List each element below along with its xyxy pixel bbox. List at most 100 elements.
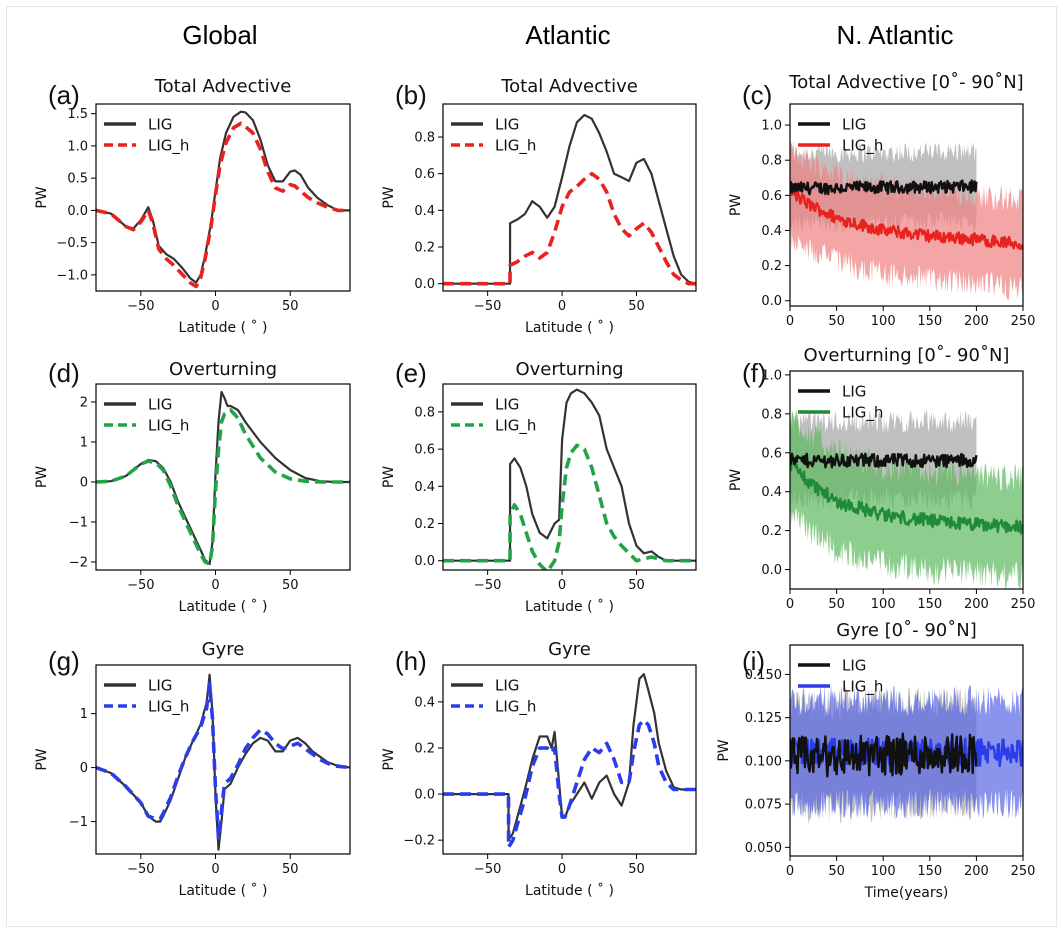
y-tick-label: 0.8	[761, 407, 782, 422]
y-axis-label: PW	[381, 466, 397, 488]
legend-label: LIG	[495, 677, 519, 695]
panel-label: (h)	[395, 646, 427, 676]
series-f-lig-line	[790, 452, 978, 469]
panel-h: −50 0 50 −0.2 0.0 0.2 0.4 Latitude ( ˚ ) PW Gyre (…	[381, 639, 697, 899]
x-tick-label: 200	[964, 864, 989, 879]
plot-area-b	[443, 113, 696, 286]
x-axis-label: Latitude ( ˚ )	[179, 319, 268, 336]
x-tick-label: 200	[964, 597, 989, 612]
x-tick-label: 0	[786, 314, 794, 329]
axes-frame-a	[95, 103, 351, 292]
y-axis-label: PW	[728, 194, 744, 216]
x-tick-label: 50	[282, 299, 299, 314]
x-tick-label: 50	[628, 578, 645, 593]
x-tick-label: 0	[558, 862, 566, 877]
x-axis-label: Latitude ( ˚ )	[525, 882, 614, 899]
axes-frame-b	[442, 103, 697, 292]
series-b-lig-h-line	[443, 171, 696, 286]
panel-d: −50 0 50 −2 −1 0 1 2 Latitude ( ˚ ) PW Overturning…	[34, 358, 351, 615]
y-axis-label: PW	[381, 186, 397, 208]
y-tick-label: 0.4	[414, 480, 435, 495]
y-tick-label: 1.5	[67, 107, 88, 122]
legend-label: LIG	[842, 383, 866, 401]
y-tick-label: 0	[80, 761, 88, 776]
panel-label: (e)	[395, 358, 427, 388]
axes-frame-i	[789, 644, 1024, 857]
plot-area-a	[96, 110, 350, 289]
x-tick-label: 150	[917, 864, 942, 879]
x-tick-label: 50	[628, 299, 645, 314]
legend-label: LIG	[842, 116, 866, 134]
plot-area-e	[443, 388, 696, 570]
panel-title: Overturning	[169, 359, 277, 380]
x-tick-label: 150	[917, 314, 942, 329]
y-tick-label: 0.2	[414, 741, 435, 756]
legend-label: LIG_h	[148, 417, 189, 436]
panel-label: (b)	[395, 80, 427, 110]
series-g-lig-h-line	[96, 682, 350, 840]
plot-area-i	[790, 684, 1023, 825]
panel-label: (c)	[742, 80, 772, 110]
series-a-lig-h-line	[96, 121, 350, 289]
x-tick-label: 0	[211, 299, 219, 314]
x-tick-label: −50	[127, 578, 154, 593]
y-tick-label: 0.6	[414, 443, 435, 458]
y-tick-label: 0.6	[761, 189, 782, 204]
series-f-lig-h-line	[790, 458, 1023, 535]
y-tick-label: 0.075	[745, 798, 782, 813]
panel-label: (a)	[48, 80, 80, 110]
plot-area-d	[96, 390, 350, 566]
y-tick-label: 0.2	[414, 517, 435, 532]
y-tick-label: 0.0	[414, 554, 435, 569]
legend-label: LIG_h	[842, 404, 883, 423]
y-tick-label: 2	[80, 396, 88, 411]
y-tick-label: 0	[80, 476, 88, 491]
axes-frame-h	[442, 664, 697, 855]
panel-f: 0 50 100 150 200 250 0.0 0.2 0.4 0.6 0.8 1.0 PW Overt…	[728, 345, 1035, 612]
plot-area-g	[96, 673, 350, 851]
panel-g: −50 0 50 −1 0 1 Latitude ( ˚ ) PW Gyre (g) LIG LIG_…	[34, 639, 351, 899]
x-tick-label: 100	[871, 314, 896, 329]
x-tick-label: 100	[871, 864, 896, 879]
panel-title: Gyre [0˚- 90˚N]	[836, 620, 976, 641]
x-axis-label: Latitude ( ˚ )	[179, 598, 268, 615]
axes-frame-c	[789, 103, 1024, 307]
y-tick-label: 1.0	[761, 119, 782, 134]
x-tick-label: 200	[964, 314, 989, 329]
column-title-atlantic: Atlantic	[525, 20, 611, 50]
y-tick-label: 0.0	[414, 788, 435, 803]
y-tick-label: 0.150	[745, 668, 782, 683]
legend-label: LIG_h	[495, 137, 536, 156]
panel-a: −50 0 50 −1.0 −0.5 0.0 0.5 1.0 1.5 Latitude ( ˚ )…	[34, 76, 351, 336]
y-tick-label: 0.100	[745, 754, 782, 769]
y-tick-label: 0.0	[67, 204, 88, 219]
series-b-lig-line	[443, 113, 696, 285]
legend-label: LIG_h	[842, 137, 883, 156]
axes-frame-f	[789, 370, 1024, 590]
x-tick-label: 50	[282, 862, 299, 877]
y-tick-label: −1	[69, 516, 88, 531]
x-tick-label: 50	[628, 862, 645, 877]
series-d-lig-h-line	[96, 408, 350, 566]
y-axis-label: PW	[34, 748, 50, 770]
x-tick-label: 0	[786, 864, 794, 879]
series-c-lig-line	[790, 179, 978, 196]
y-tick-label: 0.4	[414, 204, 435, 219]
legend-label: LIG	[148, 116, 172, 134]
panel-label: (i)	[742, 646, 765, 676]
x-tick-label: 0	[786, 597, 794, 612]
y-tick-label: 0.0	[761, 563, 782, 578]
series-a-lig-line	[96, 110, 350, 284]
y-tick-label: −1.0	[56, 268, 88, 283]
panel-i: 0 50 100 150 200 250 0.050 0.075 0.100 0.125 0.150…	[716, 620, 1035, 901]
legend-label: LIG	[842, 657, 866, 675]
x-tick-label: −50	[474, 578, 501, 593]
y-tick-label: 0.6	[414, 167, 435, 182]
y-tick-label: −2	[69, 556, 88, 571]
panel-label: (f)	[742, 358, 767, 388]
y-tick-label: 0.2	[761, 524, 782, 539]
x-tick-label: 250	[1011, 314, 1036, 329]
legend-label: LIG_h	[495, 417, 536, 436]
x-tick-label: −50	[127, 862, 154, 877]
